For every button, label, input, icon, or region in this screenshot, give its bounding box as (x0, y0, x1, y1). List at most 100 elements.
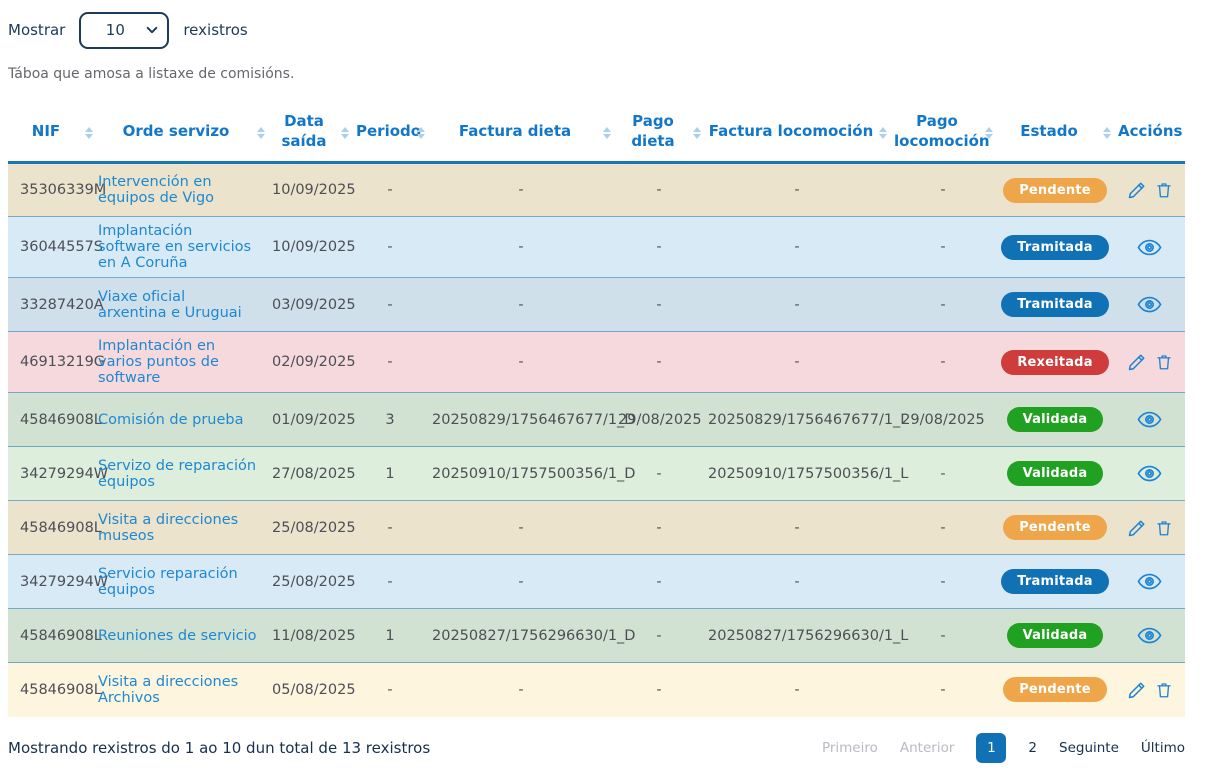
orde-servizo-link[interactable]: Servizo de reparación equipos (98, 457, 257, 490)
commissions-table: NIF Orde servizo Data saída Periodo Fact… (8, 104, 1185, 717)
periodo-cell: - (352, 554, 428, 609)
nif-cell: 33287420A (8, 277, 104, 332)
pago-locomocion-cell: 29/08/2025 (890, 392, 996, 447)
view-button[interactable] (1137, 295, 1162, 314)
table-row: 36044557S Implantación software en servic… (8, 216, 1185, 278)
edit-button[interactable] (1127, 680, 1147, 700)
accions-cell (1114, 163, 1185, 217)
pago-dieta-cell: - (614, 216, 704, 278)
accions-cell (1114, 662, 1185, 717)
orde-servizo-cell: Comisión de prueba (96, 392, 268, 447)
sort-icon[interactable] (603, 126, 611, 139)
orde-servizo-link[interactable]: Reuniones de servicio (98, 627, 257, 644)
eye-icon (1137, 627, 1162, 648)
sort-icon[interactable] (879, 126, 887, 139)
orde-servizo-link[interactable]: Comisión de prueba (98, 411, 244, 428)
table-row: 33287420A Viaxe oficial arxentina e Urugu… (8, 277, 1185, 332)
pencil-icon (1127, 682, 1147, 703)
nif-cell: 46913219G (8, 331, 105, 393)
status-badge: Validada (1006, 461, 1104, 486)
pago-locomocion-cell: - (890, 277, 996, 332)
data-saida-cell: 01/09/2025 (268, 392, 356, 447)
data-saida-cell: 10/09/2025 (272, 182, 356, 198)
sort-icon[interactable] (693, 126, 701, 139)
page-size-select[interactable]: 10 (79, 11, 170, 49)
status-badge: Validada (1006, 623, 1104, 648)
view-button[interactable] (1137, 410, 1162, 429)
pago-locomocion-cell: - (890, 608, 996, 663)
column-header-estado[interactable]: Estado (996, 104, 1114, 164)
pagination-first[interactable]: Primeiro (821, 739, 878, 756)
sort-icon[interactable] (985, 126, 993, 139)
estado-cell: Tramitada (996, 554, 1114, 609)
estado-cell: Tramitada (996, 277, 1114, 332)
sort-icon[interactable] (1103, 126, 1111, 139)
delete-button[interactable] (1155, 518, 1173, 538)
pencil-icon (1127, 520, 1147, 541)
pago-locomocion-cell: - (890, 500, 996, 555)
factura-locomocion-cell: 20250827/1756296630/1_L (704, 608, 908, 663)
delete-button[interactable] (1155, 180, 1173, 200)
periodo-cell: - (352, 662, 428, 717)
pagination-page-2[interactable]: 2 (1028, 739, 1037, 756)
pago-dieta-cell: - (614, 500, 704, 555)
estado-cell: Pendente (996, 163, 1114, 217)
eye-icon (1137, 411, 1162, 432)
trash-icon (1155, 520, 1173, 541)
nif-cell: 45846908L (8, 392, 102, 447)
pago-dieta-cell: - (614, 554, 704, 609)
status-badge: Pendente (1003, 677, 1107, 703)
nif-cell: 45846908L (8, 608, 102, 663)
orde-servizo-link[interactable]: Viaxe oficial arxentina e Uruguai (98, 288, 242, 321)
trash-icon (1155, 683, 1173, 703)
column-header-factura-locomocion[interactable]: Factura locomoción (704, 104, 890, 164)
orde-servizo-cell: Implantación software en servicios en A … (96, 216, 268, 278)
orde-servizo-link[interactable]: Implantación software en servicios en A … (98, 223, 252, 271)
pago-locomocion-cell: - (890, 554, 996, 609)
column-header-nif[interactable]: NIF (8, 104, 96, 164)
trash-icon (1155, 183, 1173, 203)
orde-servizo-cell: Visita a direcciones Archivos (96, 662, 268, 717)
view-button[interactable] (1137, 238, 1162, 257)
pago-locomocion-cell: - (890, 446, 996, 501)
data-saida-cell: 11/08/2025 (268, 608, 356, 663)
pagination-previous[interactable]: Anterior (899, 739, 955, 756)
pagination-page-1[interactable]: 1 (976, 732, 1007, 763)
column-header-factura-dieta[interactable]: Factura dieta (428, 104, 614, 164)
orde-servizo-link[interactable]: Implantación en varios puntos de softwar… (98, 338, 219, 386)
status-badge: Tramitada (1001, 234, 1109, 260)
factura-locomocion-cell: - (704, 331, 890, 393)
orde-servizo-link[interactable]: Intervención en equipos de Vigo (98, 174, 215, 206)
column-header-pago-locomocion[interactable]: Pago locomoción (890, 104, 996, 164)
view-button[interactable] (1137, 464, 1162, 483)
column-header-orde-servizo[interactable]: Orde servizo (96, 104, 268, 164)
data-saida-cell: 25/08/2025 (268, 554, 356, 609)
sort-icon[interactable] (341, 126, 349, 139)
orde-servizo-link[interactable]: Servicio reparación equipos (98, 565, 238, 598)
column-header-pago-dieta[interactable]: Pago dieta (614, 104, 704, 164)
edit-button[interactable] (1127, 518, 1147, 538)
pago-dieta-cell: - (656, 182, 662, 198)
delete-button[interactable] (1155, 352, 1173, 372)
view-button[interactable] (1137, 626, 1162, 645)
table-row: 45846908L Visita a direcciones Archivos 05… (8, 662, 1185, 717)
edit-button[interactable] (1127, 180, 1147, 200)
view-button[interactable] (1137, 572, 1162, 591)
pago-locomocion-cell: - (940, 182, 946, 198)
orde-servizo-link[interactable]: Visita a direcciones museos (98, 511, 239, 544)
nif-cell: 45846908L (8, 500, 102, 555)
pago-dieta-cell: - (614, 446, 704, 501)
column-header-periodo[interactable]: Periodo (352, 104, 428, 164)
pagination-next[interactable]: Seguinte (1059, 739, 1119, 756)
edit-button[interactable] (1127, 352, 1147, 372)
pagination-last[interactable]: Último (1140, 739, 1185, 756)
orde-servizo-link[interactable]: Visita a direcciones Archivos (98, 673, 239, 706)
factura-dieta-cell: - (518, 182, 524, 198)
pago-dieta-cell: - (614, 662, 704, 717)
sort-icon[interactable] (257, 126, 265, 139)
delete-button[interactable] (1155, 680, 1173, 700)
estado-cell: Tramitada (996, 216, 1114, 278)
column-header-data-saida[interactable]: Data saída (268, 104, 352, 164)
sort-icon[interactable] (417, 126, 425, 139)
sort-icon[interactable] (85, 126, 93, 139)
